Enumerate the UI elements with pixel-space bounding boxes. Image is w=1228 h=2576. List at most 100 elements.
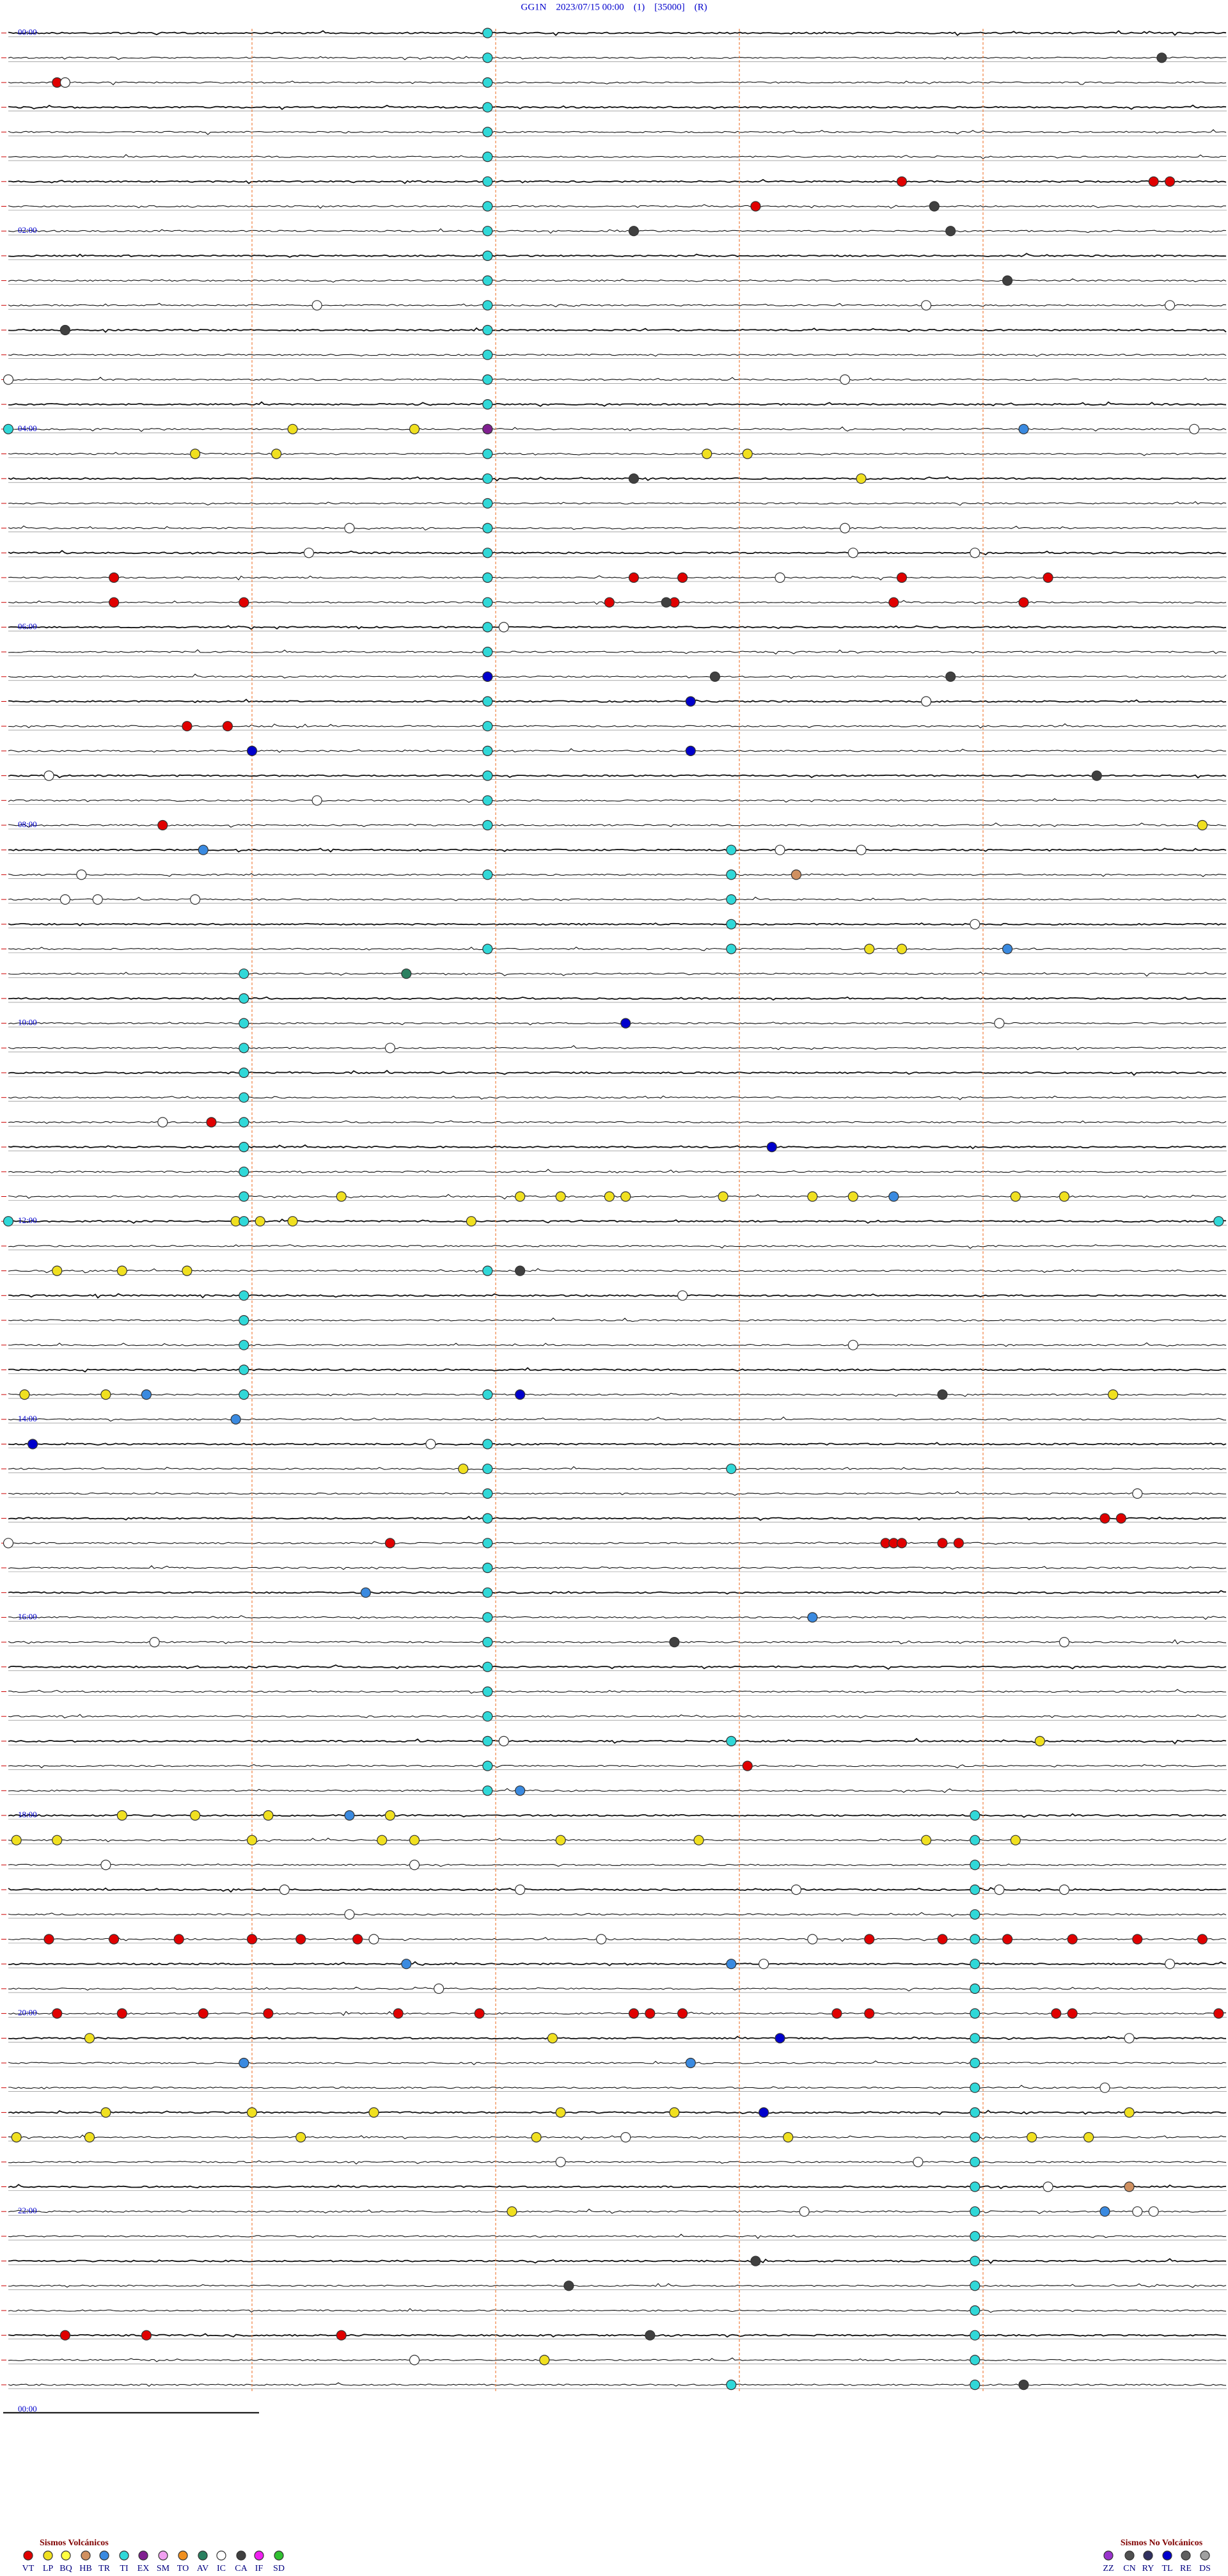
trace: [8, 2308, 1227, 2313]
legend-swatch: [23, 2550, 33, 2561]
event-marker: [368, 1934, 379, 1945]
trace: [8, 723, 1227, 729]
event-marker: [279, 1885, 290, 1895]
legend-swatch: [99, 2550, 109, 2561]
event-marker: [141, 2330, 152, 2341]
event-marker: [352, 1934, 363, 1945]
trace: [8, 253, 1227, 258]
trace: [8, 674, 1227, 679]
event-marker: [896, 176, 908, 187]
trace: [8, 2183, 1227, 2190]
event-marker: [888, 597, 899, 608]
legend-swatch: [178, 2550, 188, 2561]
event-marker: [482, 448, 493, 459]
trace: [8, 1565, 1227, 1570]
event-marker: [173, 1934, 184, 1945]
hour-label: 20:00: [18, 2008, 37, 2018]
event-marker: [287, 1216, 298, 1227]
event-marker: [1099, 1513, 1110, 1524]
event-marker: [482, 646, 493, 658]
event-marker: [3, 374, 14, 385]
event-marker: [864, 944, 875, 954]
trace: [8, 1144, 1227, 1150]
event-marker: [11, 1835, 22, 1845]
trace: [8, 1615, 1227, 1620]
event-marker: [27, 1439, 38, 1450]
event-marker: [661, 597, 672, 608]
trace: [8, 1689, 1227, 1694]
event-marker: [970, 2107, 980, 2118]
event-marker: [847, 548, 858, 558]
legend-label: SD: [273, 2564, 285, 2573]
event-marker: [474, 2008, 485, 2019]
event-marker: [758, 1959, 769, 1970]
event-marker: [1213, 1216, 1224, 1227]
event-marker: [482, 819, 493, 831]
trace: [8, 2357, 1227, 2362]
event-marker: [246, 745, 258, 757]
legend-label: TI: [120, 2564, 129, 2573]
event-marker: [514, 1885, 526, 1895]
event-marker: [807, 1191, 818, 1202]
event-marker: [336, 2330, 347, 2341]
chart-title: GG1N 2023/07/15 00:00 (1) [35000] (R): [521, 2, 707, 12]
event-marker: [1018, 597, 1029, 608]
event-marker: [791, 869, 802, 880]
hour-label: 16:00: [18, 1611, 37, 1621]
event-marker: [1018, 2380, 1029, 2390]
event-marker: [970, 919, 980, 929]
legend-label: VT: [22, 2564, 35, 2573]
legend-swatch: [158, 2550, 168, 2561]
legend-title: Sismos No Volcánicos: [1121, 2538, 1203, 2548]
event-marker: [246, 2107, 258, 2118]
legend-swatch: [274, 2550, 284, 2561]
event-marker: [994, 1018, 1005, 1029]
event-marker: [59, 2330, 71, 2341]
trace: [8, 1590, 1227, 1595]
legend-swatch: [1103, 2550, 1114, 2561]
trace: [8, 2382, 1227, 2387]
event-marker: [482, 770, 493, 781]
trace: [8, 1961, 1227, 1966]
trace: [8, 2234, 1227, 2240]
event-marker: [482, 1562, 493, 1574]
event-marker: [1091, 770, 1102, 781]
event-marker: [693, 1835, 704, 1845]
trace: [8, 1442, 1227, 1446]
event-marker: [482, 944, 493, 954]
hour-label: 14:00: [18, 1414, 37, 1423]
trace: [8, 1292, 1227, 1299]
legend-label: RE: [1180, 2564, 1192, 2573]
event-marker: [970, 2305, 980, 2316]
event-marker: [937, 1389, 948, 1400]
event-marker: [1043, 2181, 1053, 2192]
trace: [8, 1813, 1227, 1818]
trace: [8, 600, 1227, 605]
event-marker: [1164, 1959, 1176, 1970]
legend-swatch: [81, 2550, 91, 2561]
event-marker: [482, 548, 493, 558]
trace: [8, 377, 1227, 381]
event-marker: [246, 1835, 258, 1845]
legend-label: IC: [217, 2564, 226, 2573]
event-marker: [344, 1909, 355, 1920]
trace: [8, 81, 1227, 86]
event-marker: [507, 2206, 517, 2217]
event-marker: [157, 819, 168, 831]
trace: [8, 822, 1227, 828]
event-marker: [482, 671, 493, 682]
trace: [8, 1219, 1227, 1224]
event-marker: [116, 1810, 127, 1821]
trace: [8, 1194, 1227, 1200]
event-marker: [482, 374, 493, 385]
event-marker: [726, 1464, 737, 1474]
event-marker: [970, 1983, 980, 1994]
event-marker: [239, 1043, 249, 1054]
trace: [8, 1244, 1227, 1249]
event-marker: [669, 2107, 680, 2118]
event-marker: [255, 1216, 265, 1227]
event-marker: [198, 844, 209, 855]
event-marker: [109, 597, 120, 608]
event-marker: [742, 448, 753, 459]
event-marker: [970, 2231, 980, 2241]
